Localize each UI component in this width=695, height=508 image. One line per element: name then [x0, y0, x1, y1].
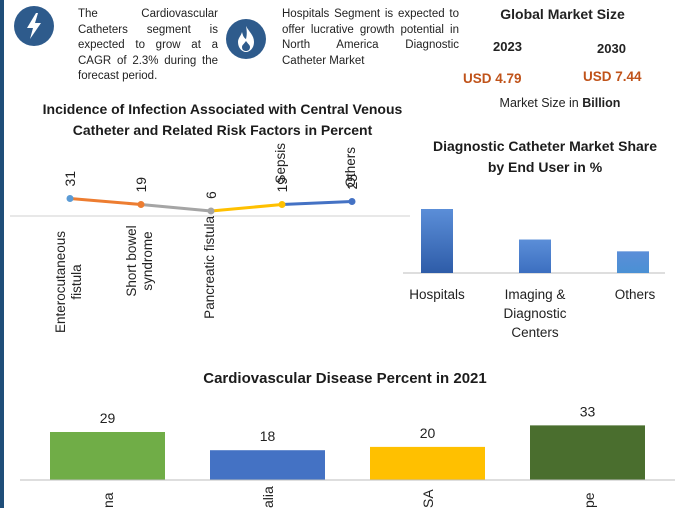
- cvd-category-label: SA: [420, 489, 436, 508]
- line-point: [278, 201, 286, 208]
- line-point: [348, 198, 356, 205]
- line-point: [66, 195, 74, 202]
- lightning-icon: [14, 6, 54, 46]
- left-border: [0, 0, 4, 508]
- year-2030: 2030: [597, 41, 626, 56]
- end-user-bar: [617, 251, 649, 273]
- end-user-category-label: Hospitals: [409, 287, 465, 302]
- cvd-data-label: 29: [100, 410, 116, 426]
- line-segment: [140, 203, 212, 213]
- line-data-label: 19: [133, 177, 149, 193]
- cvd-category-label: na: [100, 492, 116, 508]
- line-data-label: 19: [274, 177, 290, 193]
- line-segment: [281, 200, 353, 206]
- market-size-title: Global Market Size: [500, 6, 625, 22]
- end-user-category-label: Imaging & Diagnostic Centers: [503, 287, 567, 340]
- flame-icon: [226, 19, 266, 59]
- cvd-category-label: pe: [581, 492, 597, 508]
- cvd-data-label: 18: [260, 428, 276, 444]
- year-2023: 2023: [493, 39, 522, 54]
- line-segment: [69, 197, 142, 206]
- line-data-label: 6: [203, 191, 219, 199]
- end-user-category-label: Others: [614, 287, 656, 302]
- cvd-bar: [530, 425, 645, 480]
- unit-prefix: Market Size in: [499, 96, 579, 110]
- cvd-bar: [370, 446, 485, 480]
- end-user-bar: [519, 239, 551, 273]
- line-data-label: 31: [62, 171, 78, 187]
- line-segment: [210, 203, 283, 213]
- line-data-label: 25: [344, 174, 360, 190]
- cvd-bar: [210, 450, 325, 480]
- market-value-2023: USD 4.79: [463, 71, 522, 86]
- unit-bold: Billion: [582, 96, 621, 110]
- line-chart-title: Incidence of Infection Associated with C…: [42, 101, 403, 138]
- info-text-2: Hospitals Segment is expected to offer l…: [282, 8, 459, 67]
- cvd-category-label: alia: [260, 486, 276, 508]
- bar-chart-title: Diagnostic Catheter Market Share by End …: [432, 138, 658, 175]
- cvd-data-label: 20: [420, 425, 436, 441]
- info-text-1: The Cardiovascular Catheters segment is …: [78, 8, 218, 82]
- cvd-data-label: 33: [580, 403, 596, 419]
- line-point: [207, 207, 215, 215]
- market-size-unit: Market Size in Billion: [470, 96, 650, 110]
- cvd-chart-title: Cardiovascular Disease Percent in 2021: [203, 370, 487, 387]
- cvd-bar: [50, 432, 165, 480]
- line-point: [137, 201, 145, 208]
- market-value-2030: USD 7.44: [583, 69, 642, 84]
- end-user-bar: [421, 209, 453, 273]
